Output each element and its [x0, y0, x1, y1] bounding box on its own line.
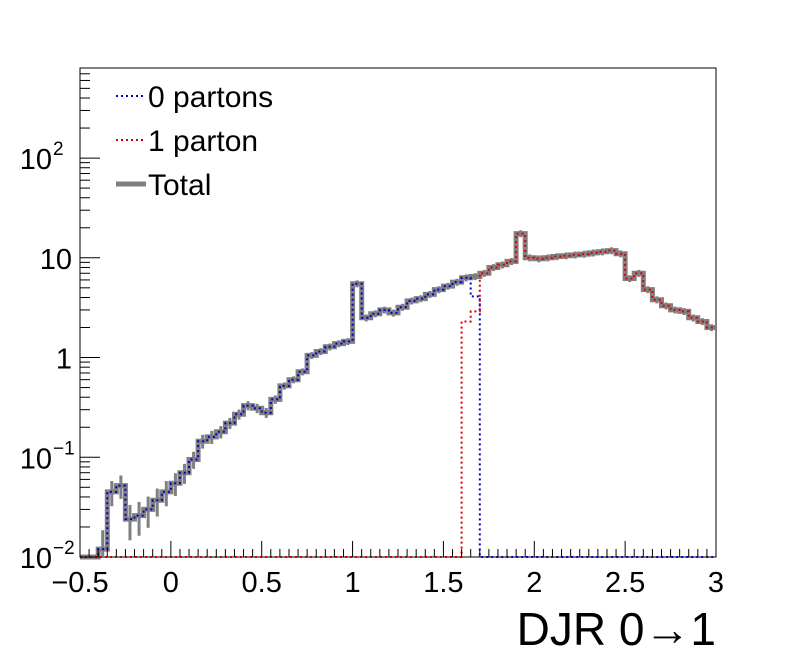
y-tick-label: 10	[20, 543, 52, 575]
series-line-1-parton	[80, 232, 716, 558]
y-tick-label: 10	[40, 244, 72, 276]
x-tick-label: 2	[526, 567, 542, 599]
x-axis-title: DJR 0→1	[517, 603, 716, 655]
legend-label-total: Total	[148, 169, 211, 202]
legend-label-0-partons: 0 partons	[148, 81, 273, 114]
y-tick-label: 1	[56, 344, 72, 376]
y-tick-exponent: 2	[53, 139, 64, 160]
series-line-0-partons	[80, 276, 716, 558]
legend-label-1-parton: 1 parton	[148, 125, 258, 158]
y-tick-exponent: −2	[53, 538, 75, 559]
series-layer	[80, 230, 716, 560]
x-tick-label: 0	[163, 567, 179, 599]
x-tick-label: 2.5	[605, 567, 645, 599]
y-tick-exponent: −1	[53, 438, 75, 459]
x-tick-label: −0.5	[51, 567, 108, 599]
x-tick-label: 1	[345, 567, 361, 599]
y-tick-label: 10	[20, 144, 52, 176]
series-line-total	[80, 231, 716, 560]
legend: 0 partons 1 parton Total	[116, 81, 273, 202]
y-tick-label: 10	[20, 443, 52, 475]
x-axis-ticks: −0.5 0 0.5 1 1.5 2 2.5 3	[51, 541, 724, 599]
x-tick-label: 1.5	[423, 567, 463, 599]
x-tick-label: 3	[708, 567, 724, 599]
x-tick-label: 0.5	[242, 567, 282, 599]
